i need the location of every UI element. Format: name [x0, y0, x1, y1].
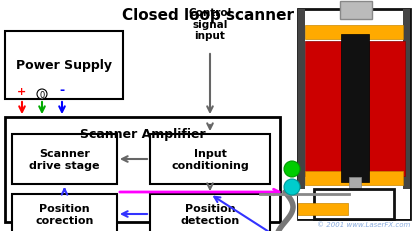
Text: Scanner
drive stage: Scanner drive stage	[29, 149, 100, 170]
Circle shape	[284, 179, 300, 195]
Bar	[298, 203, 348, 215]
Text: Power Supply: Power Supply	[16, 59, 112, 72]
Bar	[150, 134, 270, 184]
Circle shape	[37, 90, 47, 100]
Bar	[5, 32, 123, 100]
Circle shape	[284, 161, 300, 177]
Bar	[305, 42, 341, 176]
Text: Position
corection: Position corection	[35, 203, 94, 225]
Text: © 2001 www.LaserFX.com: © 2001 www.LaserFX.com	[317, 221, 410, 227]
Text: Closed loop scanner: Closed loop scanner	[122, 8, 293, 23]
Text: Control
signal
input: Control signal input	[188, 8, 232, 41]
Bar	[403, 10, 410, 219]
Bar	[305, 26, 403, 40]
Bar	[150, 194, 270, 231]
Bar	[298, 189, 410, 219]
Text: -: -	[59, 84, 65, 97]
Text: Scanner Amplifier: Scanner Amplifier	[80, 128, 205, 140]
Bar	[12, 194, 117, 231]
Bar	[305, 171, 403, 185]
Bar	[341, 35, 369, 182]
Bar	[298, 10, 410, 219]
Text: Position
detection: Position detection	[181, 203, 239, 225]
Bar	[369, 42, 405, 176]
Bar	[12, 134, 117, 184]
Bar	[314, 189, 394, 219]
Bar	[340, 2, 372, 20]
Bar	[5, 118, 280, 222]
Text: 0: 0	[39, 90, 45, 99]
Bar	[349, 177, 361, 215]
Text: Input
conditioning: Input conditioning	[171, 149, 249, 170]
Text: +: +	[17, 87, 27, 97]
Bar	[298, 10, 305, 219]
